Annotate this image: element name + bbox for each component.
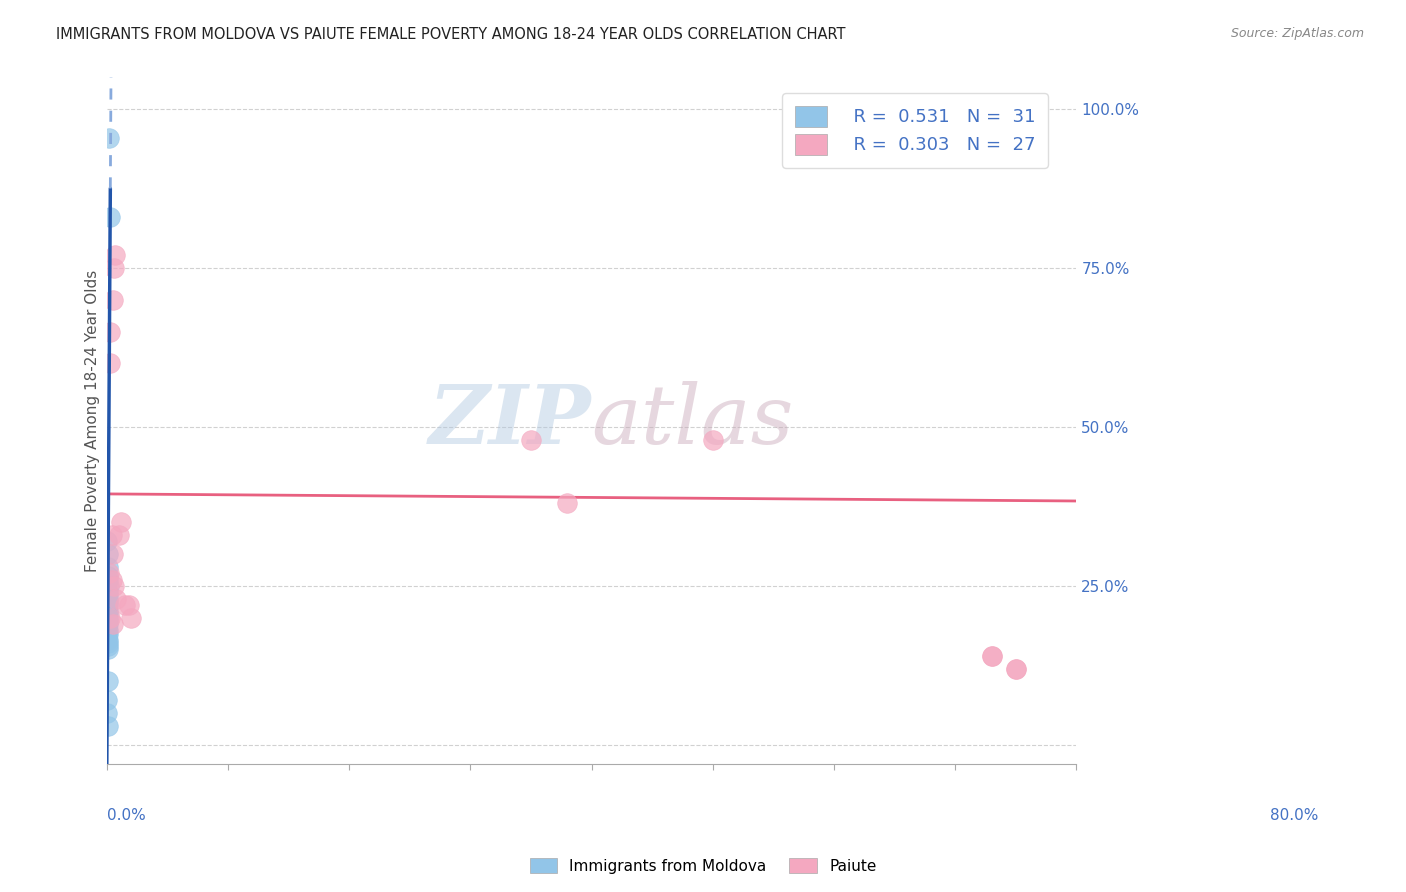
Point bbox=[104, 248, 127, 262]
Point bbox=[823, 134, 845, 148]
Text: Source: ZipAtlas.com: Source: ZipAtlas.com bbox=[1230, 27, 1364, 40]
Text: ZIP: ZIP bbox=[429, 381, 592, 460]
Point bbox=[980, 648, 1002, 663]
Point bbox=[103, 579, 125, 593]
Point bbox=[120, 610, 142, 624]
Point bbox=[108, 528, 131, 542]
Point bbox=[96, 642, 118, 657]
Point bbox=[97, 595, 120, 609]
Point bbox=[100, 528, 122, 542]
Point bbox=[101, 547, 124, 561]
Point bbox=[97, 640, 120, 654]
Point bbox=[96, 601, 118, 615]
Point bbox=[97, 547, 120, 561]
Point bbox=[96, 693, 118, 707]
Point bbox=[97, 559, 120, 574]
Point bbox=[101, 293, 124, 307]
Point bbox=[97, 585, 120, 599]
Point bbox=[97, 610, 120, 624]
Point bbox=[96, 620, 118, 634]
Point bbox=[105, 591, 128, 606]
Point bbox=[97, 719, 120, 733]
Point bbox=[98, 566, 121, 581]
Point bbox=[97, 573, 120, 587]
Point bbox=[97, 617, 120, 632]
Text: 0.0%: 0.0% bbox=[107, 808, 145, 823]
Point bbox=[98, 610, 121, 624]
Point bbox=[97, 626, 120, 640]
Point bbox=[97, 569, 120, 583]
Point bbox=[97, 636, 120, 650]
Point bbox=[101, 617, 124, 632]
Point bbox=[97, 589, 120, 603]
Point bbox=[97, 614, 120, 628]
Point bbox=[117, 598, 139, 612]
Point bbox=[114, 598, 136, 612]
Legend:   R =  0.531   N =  31,   R =  0.303   N =  27: R = 0.531 N = 31, R = 0.303 N = 27 bbox=[782, 94, 1047, 168]
Point bbox=[98, 356, 121, 370]
Y-axis label: Female Poverty Among 18-24 Year Olds: Female Poverty Among 18-24 Year Olds bbox=[86, 269, 100, 572]
Point bbox=[96, 624, 118, 638]
Point bbox=[100, 573, 122, 587]
Point bbox=[97, 607, 120, 622]
Legend: Immigrants from Moldova, Paiute: Immigrants from Moldova, Paiute bbox=[523, 852, 883, 880]
Point bbox=[96, 630, 118, 644]
Point bbox=[97, 674, 120, 689]
Point bbox=[97, 598, 120, 612]
Point bbox=[1004, 661, 1026, 675]
Text: atlas: atlas bbox=[592, 381, 794, 460]
Point bbox=[97, 632, 120, 647]
Point bbox=[555, 496, 578, 510]
Point bbox=[846, 134, 869, 148]
Text: IMMIGRANTS FROM MOLDOVA VS PAIUTE FEMALE POVERTY AMONG 18-24 YEAR OLDS CORRELATI: IMMIGRANTS FROM MOLDOVA VS PAIUTE FEMALE… bbox=[56, 27, 846, 42]
Point bbox=[97, 579, 120, 593]
Point bbox=[980, 648, 1002, 663]
Point bbox=[98, 325, 121, 339]
Text: 80.0%: 80.0% bbox=[1271, 808, 1319, 823]
Point bbox=[98, 131, 121, 145]
Point bbox=[98, 211, 121, 225]
Point bbox=[110, 516, 132, 530]
Point bbox=[97, 604, 120, 618]
Point bbox=[96, 706, 118, 720]
Point bbox=[103, 261, 125, 276]
Point bbox=[1004, 661, 1026, 675]
Point bbox=[702, 433, 724, 447]
Point bbox=[96, 534, 118, 549]
Point bbox=[520, 433, 543, 447]
Point bbox=[96, 591, 118, 606]
